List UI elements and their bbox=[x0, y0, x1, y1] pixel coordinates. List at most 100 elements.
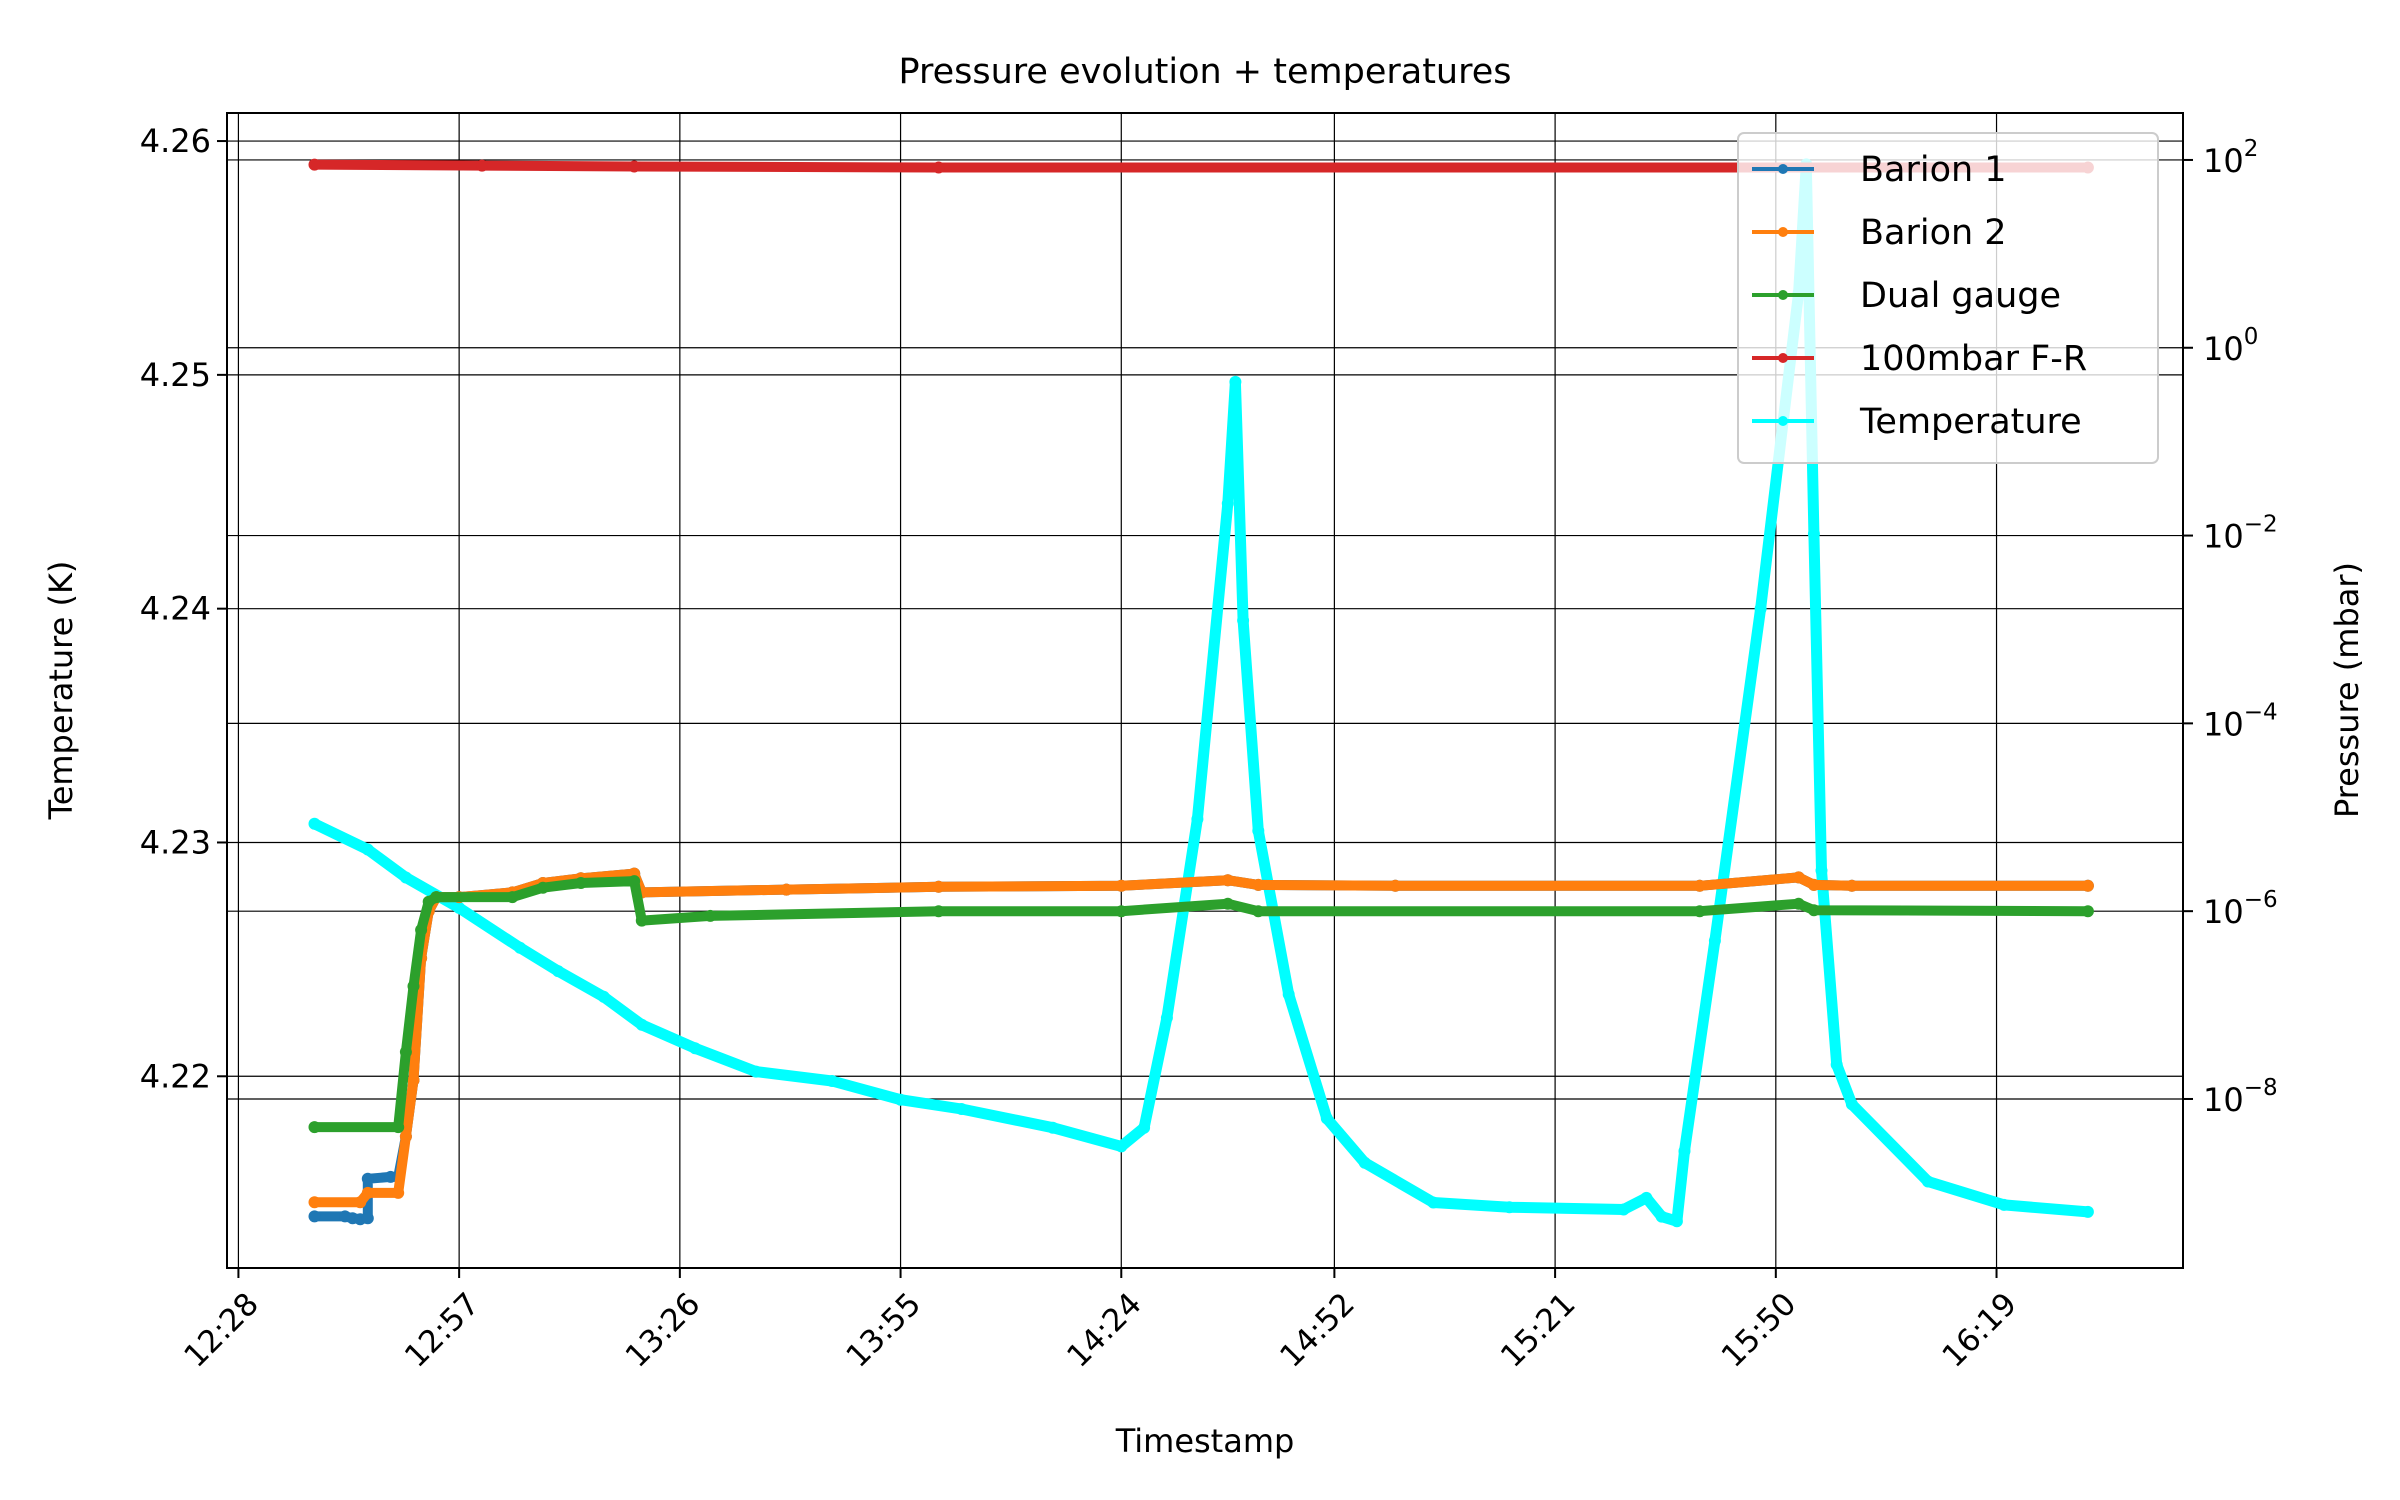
data-point-barion-2 bbox=[932, 880, 945, 893]
data-point-barion-2 bbox=[1693, 879, 1706, 892]
data-point-temperature bbox=[1708, 934, 1721, 947]
legend-entry: Barion 2 bbox=[1752, 213, 2007, 253]
data-point-barion-2 bbox=[1845, 879, 1858, 892]
data-point-dual-gauge bbox=[635, 914, 648, 927]
data-point-dual-gauge bbox=[1252, 905, 1265, 918]
data-point-barion-2 bbox=[1389, 879, 1402, 892]
y-right-tick-label: 102 bbox=[2203, 136, 2258, 180]
data-point-barion-1 bbox=[361, 1212, 374, 1225]
data-point-temperature bbox=[1815, 864, 1828, 877]
data-point-temperature bbox=[2081, 1205, 2094, 1218]
data-point-temperature bbox=[635, 1018, 648, 1031]
data-point-barion-2 bbox=[1807, 878, 1820, 891]
y-axis-right-label: Pressure (mbar) bbox=[2328, 562, 2366, 818]
data-point-temperature bbox=[1229, 375, 1242, 388]
data-point-temperature bbox=[1807, 527, 1820, 540]
legend-label: 100mbar F-R bbox=[1860, 339, 2087, 379]
y-left-tick-label: 4.23 bbox=[140, 823, 211, 861]
data-point-barion-1 bbox=[308, 1210, 321, 1223]
data-point-temperature bbox=[1237, 614, 1250, 627]
data-point-100mbar-f-r bbox=[932, 161, 945, 174]
data-point-dual-gauge bbox=[308, 1121, 321, 1134]
data-point-barion-2 bbox=[361, 1186, 374, 1199]
data-point-temperature bbox=[1640, 1191, 1653, 1204]
legend-label: Dual gauge bbox=[1860, 276, 2061, 316]
legend-entry: Temperature bbox=[1752, 402, 2082, 442]
legend-entry: Barion 1 bbox=[1752, 150, 2007, 190]
legend-entry: Dual gauge bbox=[1752, 276, 2061, 316]
legend-marker bbox=[1778, 164, 1788, 174]
data-point-temperature bbox=[1191, 813, 1204, 826]
data-point-dual-gauge bbox=[536, 881, 549, 894]
data-point-temperature bbox=[1358, 1156, 1371, 1169]
data-point-barion-2 bbox=[407, 1074, 420, 1087]
data-point-dual-gauge bbox=[392, 1121, 405, 1134]
data-point-temperature bbox=[750, 1065, 762, 1078]
y-axis-left-label: Temperature (K) bbox=[42, 561, 80, 821]
data-point-temperature bbox=[1845, 1098, 1858, 1111]
data-point-dual-gauge bbox=[1693, 905, 1706, 918]
legend-box bbox=[1737, 132, 2159, 464]
data-point-100mbar-f-r bbox=[628, 160, 641, 173]
data-point-temperature bbox=[1320, 1112, 1333, 1125]
data-point-barion-2 bbox=[2081, 879, 2094, 892]
data-point-temperature bbox=[826, 1075, 839, 1087]
y-left-tick-label: 4.22 bbox=[140, 1057, 211, 1095]
data-point-dual-gauge bbox=[399, 1046, 412, 1058]
data-point-temperature bbox=[308, 817, 321, 830]
y-left-tick-label: 4.26 bbox=[140, 122, 211, 160]
x-axis-label: Timestamp bbox=[1115, 1422, 1295, 1460]
y-axis-left: 4.22 4.23 4.24 4.25 4.26 bbox=[140, 122, 227, 1095]
legend-marker bbox=[1778, 290, 1788, 300]
data-point-temperature bbox=[453, 901, 466, 914]
data-point-barion-2 bbox=[308, 1196, 321, 1209]
data-point-dual-gauge bbox=[407, 980, 420, 993]
data-point-dual-gauge bbox=[430, 891, 443, 904]
data-point-barion-2 bbox=[1792, 871, 1805, 884]
data-point-temperature bbox=[1138, 1121, 1151, 1134]
data-point-dual-gauge bbox=[415, 924, 428, 936]
y-right-tick-label: 100 bbox=[2203, 324, 2258, 368]
data-point-temperature bbox=[399, 871, 412, 884]
legend: Barion 1 Barion 2 Dual gauge 100mbar F-R Tem… bbox=[1737, 132, 2159, 464]
data-point-temperature bbox=[597, 990, 610, 1003]
data-point-dual-gauge bbox=[628, 875, 641, 888]
data-point-barion-2 bbox=[399, 1130, 412, 1143]
data-point-temperature bbox=[1617, 1203, 1630, 1216]
data-point-temperature bbox=[1252, 824, 1265, 837]
y-right-tick-label: 10−8 bbox=[2203, 1075, 2278, 1119]
data-point-dual-gauge bbox=[2081, 905, 2094, 918]
data-point-temperature bbox=[1221, 497, 1234, 510]
data-point-temperature bbox=[1754, 602, 1767, 615]
legend-label: Temperature bbox=[1859, 402, 2082, 442]
data-point-temperature bbox=[689, 1042, 702, 1055]
y-left-tick-label: 4.24 bbox=[140, 590, 211, 628]
data-point-temperature bbox=[1655, 1210, 1668, 1223]
data-point-barion-2 bbox=[780, 883, 793, 896]
data-point-temperature bbox=[1670, 1215, 1683, 1228]
series-dual-gauge bbox=[308, 875, 2094, 1134]
y-left-tick-label: 4.25 bbox=[140, 356, 211, 394]
data-point-dual-gauge bbox=[1792, 897, 1805, 910]
data-point-temperature bbox=[514, 941, 526, 954]
legend-label: Barion 2 bbox=[1860, 213, 2007, 253]
data-point-temperature bbox=[1678, 1145, 1691, 1158]
legend-marker bbox=[1778, 353, 1788, 363]
legend-label: Barion 1 bbox=[1860, 150, 2007, 190]
data-point-barion-1 bbox=[361, 1172, 374, 1185]
series-line-barion-2 bbox=[309, 868, 2093, 1208]
data-point-temperature bbox=[955, 1103, 968, 1115]
series-layer bbox=[308, 158, 2094, 1228]
y-right-tick-label: 10−4 bbox=[2203, 699, 2278, 743]
data-point-temperature bbox=[1922, 1175, 1934, 1188]
data-point-dual-gauge bbox=[574, 877, 587, 889]
data-point-dual-gauge bbox=[506, 891, 519, 904]
y-axis-right: 10−8 10−6 10−4 10−2 100 102 bbox=[2183, 136, 2278, 1119]
plot-frame bbox=[226, 112, 2184, 1269]
legend-marker bbox=[1778, 227, 1788, 237]
legend-marker bbox=[1778, 416, 1788, 426]
data-point-temperature bbox=[1830, 1058, 1843, 1071]
data-point-dual-gauge bbox=[1807, 904, 1820, 917]
data-point-temperature bbox=[361, 843, 374, 856]
